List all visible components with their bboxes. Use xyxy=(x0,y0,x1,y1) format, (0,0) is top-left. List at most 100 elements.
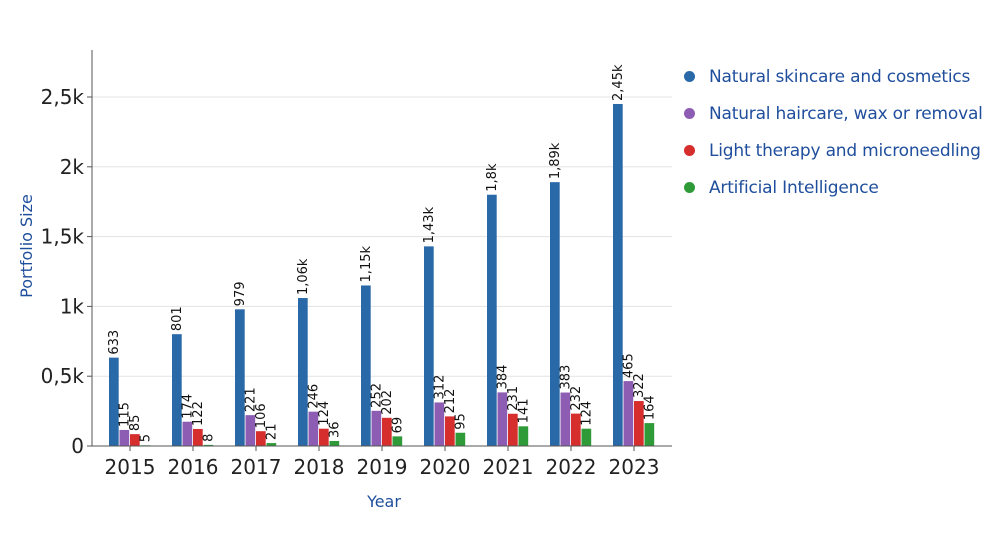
bar-data-label: 115 xyxy=(118,402,133,427)
bar-data-label: 1,06k xyxy=(296,258,311,295)
legend-marker-icon xyxy=(684,71,695,82)
bar xyxy=(235,309,245,446)
bar xyxy=(319,428,329,446)
bar xyxy=(193,428,203,446)
bar-data-label: 69 xyxy=(391,417,406,434)
bar xyxy=(581,428,592,446)
bar-data-label: 1,43k xyxy=(422,206,437,243)
y-tick-label: 0 xyxy=(71,434,84,458)
bar xyxy=(382,417,392,446)
bar-data-label: 164 xyxy=(643,395,658,420)
bar-data-label: 2,45k xyxy=(611,64,626,101)
y-tick-label: 1,5k xyxy=(41,225,85,249)
bar xyxy=(329,440,340,446)
bar xyxy=(644,423,655,446)
bars xyxy=(109,103,655,446)
bar xyxy=(298,298,308,446)
bar xyxy=(172,334,182,446)
x-tick-label: 2017 xyxy=(231,455,282,479)
bar xyxy=(203,444,214,446)
bar-data-label: 8 xyxy=(202,434,217,442)
bar-data-label: 801 xyxy=(170,306,185,331)
bar-data-label: 979 xyxy=(233,282,248,307)
bar-data-label: 122 xyxy=(191,401,206,426)
bar-data-label: 21 xyxy=(265,424,280,441)
bar xyxy=(560,392,571,446)
bar xyxy=(623,381,634,446)
bar-data-label: 465 xyxy=(622,353,637,378)
bar-data-label: 124 xyxy=(580,401,595,426)
legend-marker-icon xyxy=(684,182,695,193)
bar xyxy=(130,434,140,446)
bar-data-label: 252 xyxy=(370,383,385,408)
legend-item[interactable]: Light therapy and microneedling xyxy=(680,132,983,169)
bar xyxy=(256,431,266,446)
y-tick-label: 2k xyxy=(60,155,85,179)
bar-data-label: 1,15k xyxy=(359,246,374,283)
legend-item[interactable]: Natural skincare and cosmetics xyxy=(680,58,983,95)
x-tick-label: 2018 xyxy=(294,455,345,479)
bar-data-label: 202 xyxy=(380,390,395,415)
y-tick-labels: 0 0,5k 1k 1,5k 2k 2,5k xyxy=(41,85,85,458)
bar xyxy=(361,285,371,446)
bar xyxy=(392,436,403,446)
bar xyxy=(497,392,508,446)
legend-marker-icon xyxy=(684,145,695,156)
legend-marker-icon xyxy=(684,108,695,119)
x-tick-labels: 2015 2016 2017 2018 2019 2020 2021 2022 2023 xyxy=(105,455,660,479)
y-tick-label: 0,5k xyxy=(41,364,85,388)
bar xyxy=(455,432,466,446)
bar xyxy=(424,246,434,446)
x-axis-label: Year xyxy=(366,492,401,511)
legend-label: Natural skincare and cosmetics xyxy=(709,66,971,87)
bar xyxy=(634,401,644,446)
legend-label: Artificial Intelligence xyxy=(709,177,879,198)
x-tick-label: 2019 xyxy=(357,455,408,479)
bar xyxy=(119,429,130,446)
bar-data-label: 95 xyxy=(454,413,469,430)
bar-data-label: 174 xyxy=(181,394,196,419)
bar xyxy=(613,103,623,446)
bar-data-label: 312 xyxy=(433,375,448,400)
x-tick-label: 2016 xyxy=(168,455,219,479)
legend-label: Natural haircare, wax or removal xyxy=(709,103,983,124)
legend: Natural skincare and cosmetics Natural h… xyxy=(680,58,983,206)
bar xyxy=(571,413,581,446)
bar xyxy=(434,402,445,446)
bar xyxy=(371,410,382,446)
x-tick-label: 2021 xyxy=(483,455,534,479)
legend-item[interactable]: Artificial Intelligence xyxy=(680,169,983,206)
gridlines xyxy=(92,96,672,377)
bar-labels: 6331158558011741228979221106211,06k24612… xyxy=(107,64,658,442)
bar-data-label: 106 xyxy=(254,403,269,428)
bar xyxy=(308,411,319,446)
y-tick-label: 1k xyxy=(60,294,85,318)
bar-data-label: 36 xyxy=(328,421,343,438)
bar xyxy=(487,194,497,446)
bar-data-label: 1,8k xyxy=(485,163,500,192)
x-tick-label: 2015 xyxy=(105,455,156,479)
bar xyxy=(109,357,119,446)
bar-data-label: 124 xyxy=(317,401,332,426)
bar xyxy=(266,443,277,446)
bar-data-label: 633 xyxy=(107,330,122,355)
x-tick-label: 2020 xyxy=(420,455,471,479)
bar xyxy=(508,413,518,446)
legend-item[interactable]: Natural haircare, wax or removal xyxy=(680,95,983,132)
x-tick-label: 2023 xyxy=(609,455,660,479)
bar-data-label: 141 xyxy=(517,398,532,423)
bar-data-label: 5 xyxy=(139,434,154,442)
bar-data-label: 221 xyxy=(244,387,259,412)
bar xyxy=(550,182,560,446)
bar-data-label: 85 xyxy=(128,415,143,432)
bar xyxy=(182,421,193,446)
bar xyxy=(245,415,256,446)
y-axis-label: Portfolio Size xyxy=(17,194,36,298)
y-tick-label: 2,5k xyxy=(41,85,85,109)
x-tick-label: 2022 xyxy=(546,455,597,479)
axes xyxy=(87,50,672,451)
bar-data-label: 231 xyxy=(506,386,521,411)
legend-label: Light therapy and microneedling xyxy=(709,140,981,161)
bar xyxy=(518,426,529,446)
bar-data-label: 246 xyxy=(307,384,322,409)
